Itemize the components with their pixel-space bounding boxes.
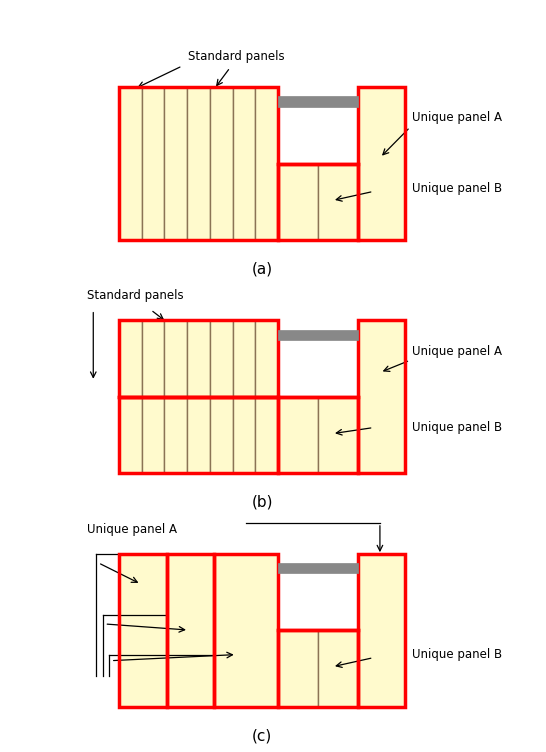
Bar: [119, 87, 278, 241]
Bar: [278, 329, 358, 341]
Bar: [233, 397, 255, 474]
Bar: [358, 553, 405, 707]
Bar: [167, 553, 214, 707]
Text: Unique panel B: Unique panel B: [412, 648, 502, 661]
Text: (c): (c): [252, 728, 272, 743]
Text: Unique panel A: Unique panel A: [412, 111, 502, 124]
Bar: [187, 320, 210, 397]
Bar: [119, 320, 141, 397]
Bar: [119, 553, 167, 707]
Bar: [119, 397, 141, 474]
Bar: [141, 87, 164, 241]
Bar: [164, 320, 187, 397]
Bar: [187, 397, 210, 474]
Text: Unique panel A: Unique panel A: [412, 344, 502, 357]
Bar: [210, 87, 233, 241]
Bar: [278, 574, 358, 630]
Bar: [164, 397, 187, 474]
Bar: [278, 108, 358, 164]
Bar: [167, 553, 214, 707]
Text: Standard panels: Standard panels: [87, 289, 183, 302]
Bar: [358, 320, 405, 474]
Bar: [164, 87, 187, 241]
Bar: [318, 630, 358, 707]
Bar: [119, 553, 167, 707]
Bar: [278, 164, 318, 241]
Bar: [214, 553, 278, 707]
Bar: [278, 397, 358, 474]
Text: Unique panel B: Unique panel B: [412, 182, 502, 195]
Bar: [210, 320, 233, 397]
Bar: [278, 341, 358, 397]
Text: Unique panel A: Unique panel A: [87, 523, 177, 535]
Bar: [119, 397, 278, 474]
Bar: [141, 397, 164, 474]
Bar: [233, 87, 255, 241]
Bar: [278, 630, 318, 707]
Bar: [318, 164, 358, 241]
Bar: [318, 397, 358, 474]
Bar: [358, 553, 405, 707]
Bar: [210, 397, 233, 474]
Bar: [278, 164, 358, 241]
Bar: [255, 87, 278, 241]
Bar: [278, 397, 318, 474]
Bar: [278, 630, 358, 707]
Bar: [278, 562, 358, 574]
Bar: [119, 320, 278, 397]
Text: (b): (b): [251, 495, 273, 510]
Bar: [278, 96, 358, 108]
Bar: [233, 320, 255, 397]
Bar: [358, 87, 405, 241]
Bar: [358, 87, 405, 241]
Bar: [141, 320, 164, 397]
Bar: [187, 87, 210, 241]
Bar: [119, 87, 141, 241]
Text: Unique panel B: Unique panel B: [412, 421, 502, 434]
Bar: [358, 320, 405, 474]
Bar: [255, 397, 278, 474]
Bar: [214, 553, 278, 707]
Text: Standard panels: Standard panels: [188, 50, 285, 62]
Bar: [255, 320, 278, 397]
Text: (a): (a): [252, 262, 272, 277]
